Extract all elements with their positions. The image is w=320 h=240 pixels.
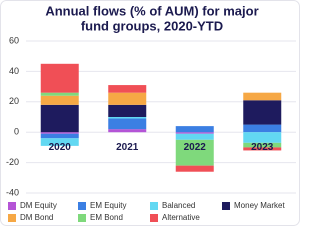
bars <box>40 63 282 172</box>
legend-label: Balanced <box>162 201 195 210</box>
bar-segment <box>40 95 79 105</box>
legend-label: DM Equity <box>20 201 57 210</box>
y-tick-label: 0 <box>14 127 19 137</box>
legend-label: EM Bond <box>90 213 123 222</box>
bar-segment <box>108 104 147 117</box>
bar-segment <box>175 132 214 134</box>
category-label: 2021 <box>116 142 139 153</box>
bar-segment <box>108 117 147 119</box>
y-tick-label: -20 <box>6 157 19 167</box>
legend-swatch <box>8 214 16 222</box>
bar-segment <box>108 129 147 133</box>
bar-segment <box>108 92 147 105</box>
frame <box>0 0 300 226</box>
legend-label: EM Equity <box>90 201 126 210</box>
chart-title: Annual flows (% of AUM) for major <box>45 3 258 18</box>
bar-segment <box>40 138 79 146</box>
bar-segment <box>175 165 214 172</box>
y-tick-label: 40 <box>9 66 19 76</box>
bar-segment <box>40 63 79 93</box>
bar-segment <box>243 92 282 101</box>
bar-segment <box>175 133 214 140</box>
bar-segment <box>40 132 79 134</box>
legend-swatch <box>8 202 16 210</box>
legend-swatch <box>78 202 86 210</box>
bar-segment <box>175 139 214 166</box>
y-tick-label: 60 <box>9 35 19 45</box>
category-label: 2023 <box>251 142 274 153</box>
bar-segment <box>243 147 282 151</box>
bar-segment <box>243 142 282 148</box>
legend-label: DM Bond <box>20 213 53 222</box>
legend-swatch <box>78 214 86 222</box>
y-tick-label: -40 <box>6 187 19 197</box>
bar-segment <box>40 104 79 133</box>
chart: Annual flows (% of AUM) for major fund g… <box>0 0 300 226</box>
bar-segment <box>108 118 147 130</box>
labels: -40 -20 0 20 40 60 2020 2021 2022 2023 <box>6 35 274 197</box>
chart-title: fund groups, 2020-YTD <box>81 18 223 33</box>
y-tick-label: 20 <box>9 96 19 106</box>
category-label: 2020 <box>49 142 72 153</box>
legend-swatch <box>150 202 158 210</box>
bar-segment <box>108 85 147 93</box>
bar-segment <box>243 132 282 143</box>
legend-swatch <box>222 202 230 210</box>
legend-label: Money Market <box>234 201 285 210</box>
legend: DM Equity EM Equity Balanced Money Market DM… <box>8 201 285 222</box>
bar-segment <box>243 124 282 133</box>
bar-segment <box>40 92 79 96</box>
bar-segment <box>40 133 79 139</box>
bar-segment <box>175 126 214 133</box>
category-label: 2022 <box>184 142 207 153</box>
legend-label: Alternative <box>162 213 200 222</box>
bar-segment <box>243 100 282 125</box>
legend-swatch <box>150 214 158 222</box>
